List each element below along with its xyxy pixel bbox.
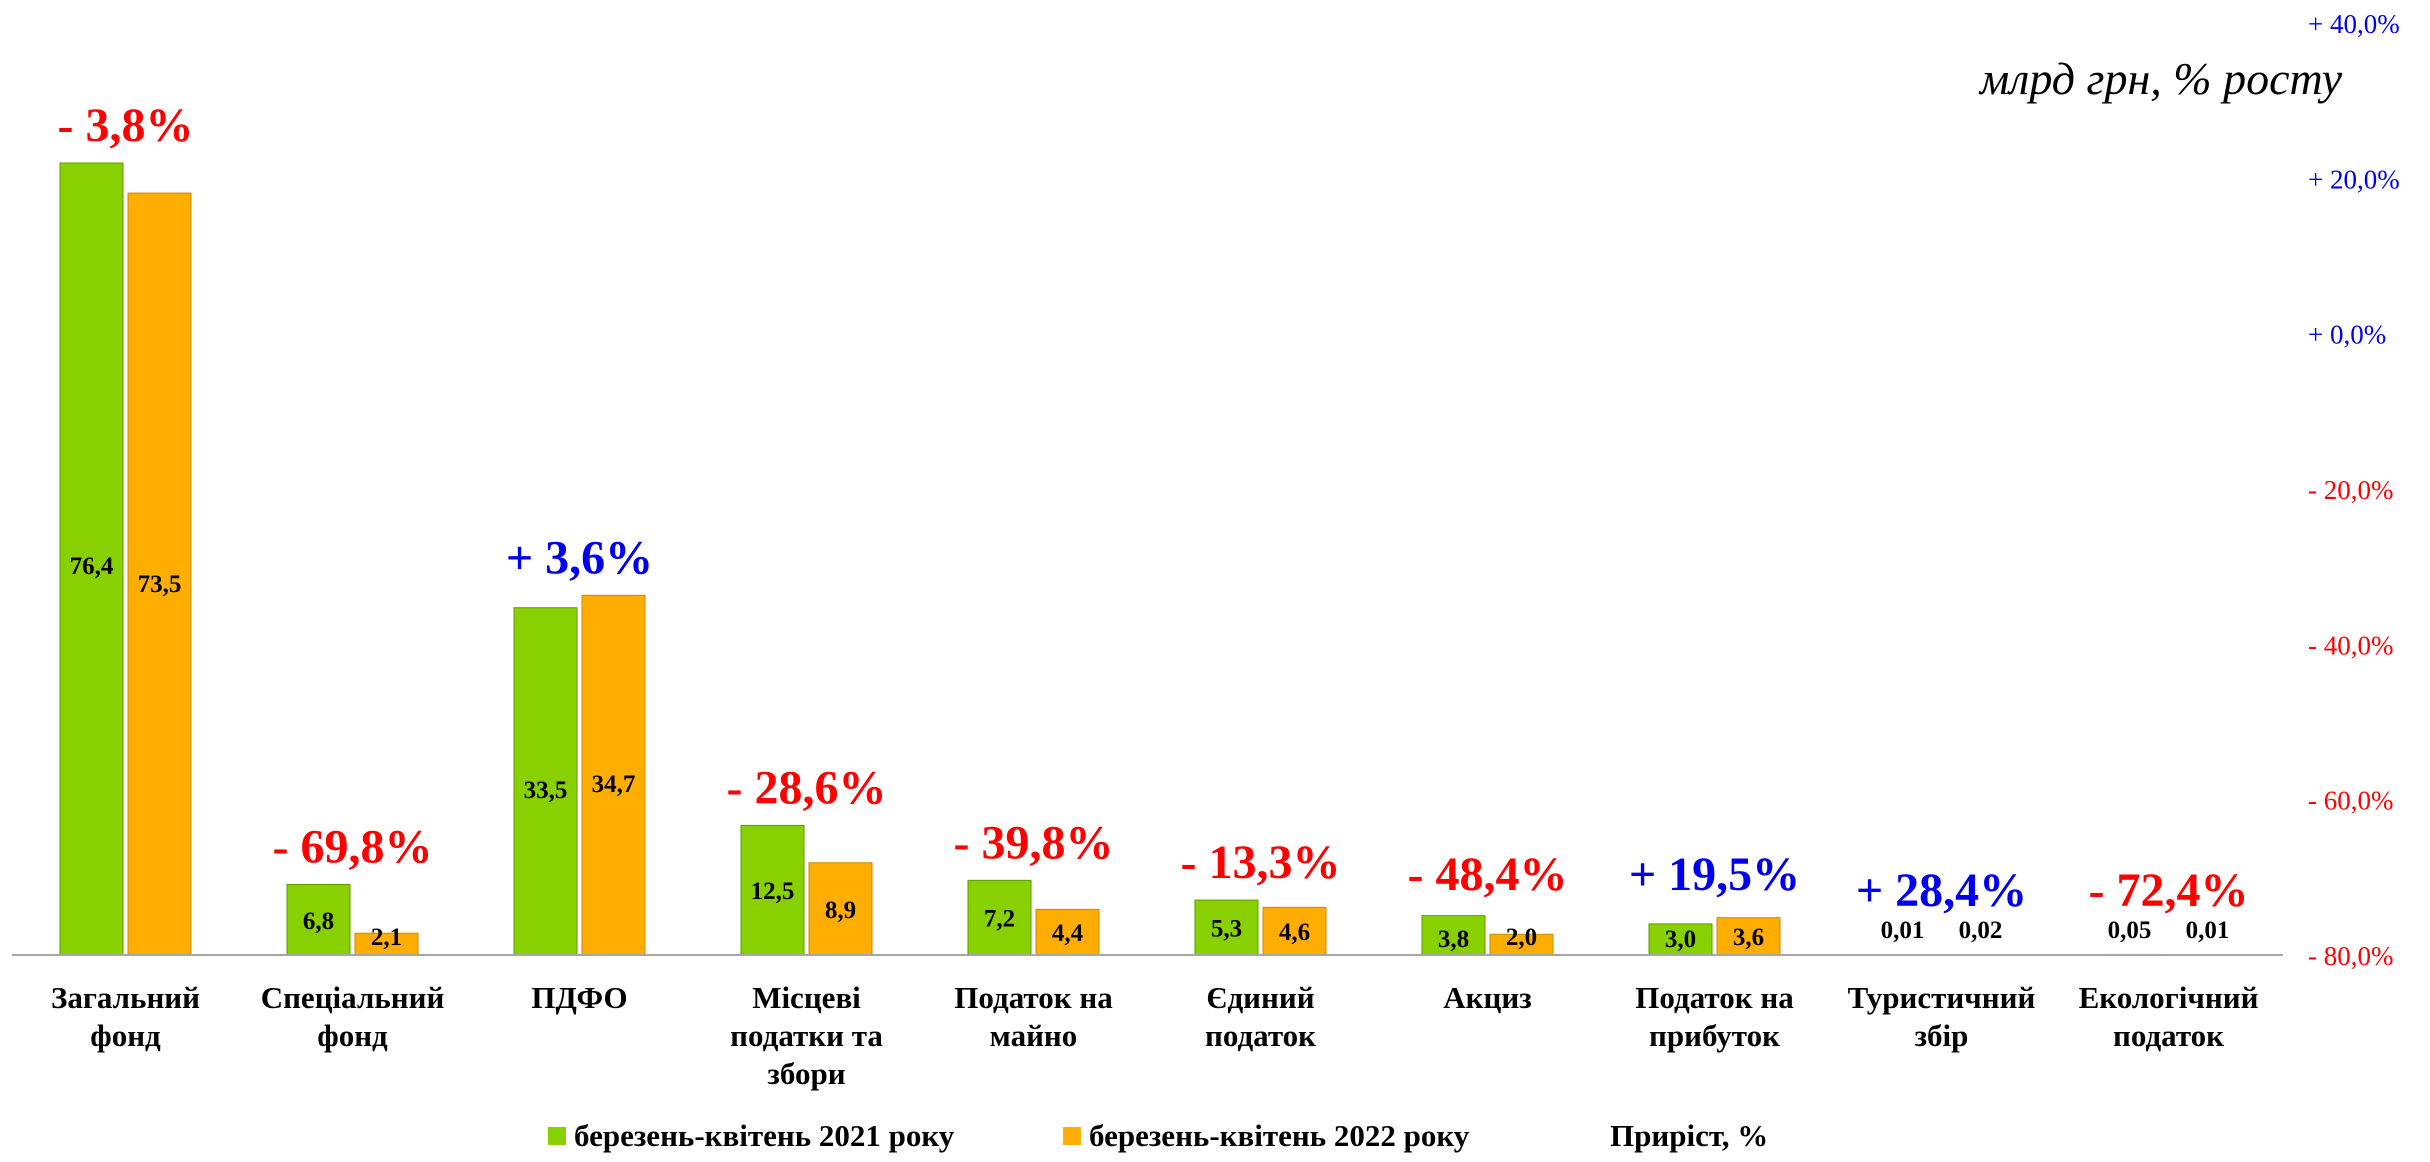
value-label-2022: 2,0 bbox=[1506, 924, 1537, 951]
value-label-2021: 6,8 bbox=[303, 908, 334, 935]
value-label-2021: 33,5 bbox=[524, 777, 568, 804]
value-label-2022: 0,01 bbox=[2186, 917, 2230, 944]
value-label-2022: 4,6 bbox=[1279, 919, 1310, 946]
value-label-2021: 7,2 bbox=[984, 906, 1015, 933]
growth-label: - 28,6% bbox=[727, 761, 887, 814]
category-label: Спеціальний bbox=[261, 980, 445, 1015]
secondary-axis-tick-label: - 60,0% bbox=[2308, 786, 2393, 816]
value-label-2022: 0,02 bbox=[1959, 917, 2003, 944]
value-label-2021: 0,05 bbox=[2108, 917, 2152, 944]
value-label-2022: 73,5 bbox=[138, 571, 182, 598]
category-label: Екологічний bbox=[2079, 980, 2259, 1015]
value-label-2022: 34,7 bbox=[592, 771, 636, 798]
category-label: Єдиний bbox=[1206, 980, 1314, 1015]
growth-label: - 72,4% bbox=[2089, 864, 2249, 917]
value-label-2022: 2,1 bbox=[371, 924, 402, 951]
legend-swatch-2022 bbox=[1063, 1127, 1081, 1145]
category-label: податок bbox=[1205, 1018, 1316, 1053]
growth-label: + 19,5% bbox=[1629, 848, 1800, 901]
value-label-2021: 0,01 bbox=[1881, 917, 1925, 944]
growth-label: - 69,8% bbox=[273, 821, 433, 874]
secondary-axis-tick-label: - 20,0% bbox=[2308, 475, 2393, 505]
category-label: Акциз bbox=[1443, 980, 1531, 1015]
growth-label: - 39,8% bbox=[954, 816, 1114, 869]
value-label-2021: 3,0 bbox=[1665, 926, 1696, 953]
value-label-2022: 4,4 bbox=[1052, 920, 1084, 947]
legend-label-growth: Приріст, % bbox=[1610, 1118, 1768, 1153]
legend-label-2022: березень-квітень 2022 року bbox=[1089, 1118, 1469, 1153]
category-label: ПДФО bbox=[531, 980, 627, 1015]
value-label-2021: 5,3 bbox=[1211, 916, 1242, 943]
value-label-2022: 8,9 bbox=[825, 897, 856, 924]
legend: березень-квітень 2021 року березень-квіт… bbox=[0, 1118, 2430, 1162]
category-label: Податок на bbox=[1635, 980, 1794, 1015]
secondary-axis-tick-label: + 20,0% bbox=[2308, 164, 2400, 194]
growth-label: - 3,8% bbox=[58, 99, 194, 152]
secondary-axis-ticks: + 40,0% + 20,0% + 0,0% - 20,0% - 40,0% - 60,0… bbox=[2308, 9, 2400, 971]
category-label: Туристичний bbox=[1848, 980, 2036, 1015]
legend-swatch-2021 bbox=[548, 1127, 566, 1145]
category-label: Податок на bbox=[954, 980, 1113, 1015]
growth-labels-layer: - 3,8% - 69,8% + 3,6% - 28,6% - 39,8% - 13,3%… bbox=[58, 99, 2249, 917]
value-label-2021: 12,5 bbox=[751, 878, 795, 905]
value-label-2022: 3,6 bbox=[1733, 924, 1764, 951]
category-label: податки та bbox=[730, 1018, 883, 1053]
value-label-2021: 76,4 bbox=[70, 553, 114, 580]
category-label: фонд bbox=[90, 1018, 161, 1053]
secondary-axis-tick-label: - 40,0% bbox=[2308, 630, 2393, 660]
legend-item-2022: березень-квітень 2022 року bbox=[1063, 1118, 1469, 1154]
category-label: Загальний bbox=[51, 980, 200, 1015]
legend-item-growth: Приріст, % bbox=[1610, 1118, 1768, 1154]
secondary-axis-tick-label: - 80,0% bbox=[2308, 941, 2393, 971]
category-label: збір bbox=[1915, 1018, 1969, 1053]
growth-label: - 48,4% bbox=[1408, 848, 1568, 901]
category-label: податок bbox=[2113, 1018, 2224, 1053]
value-label-2021: 3,8 bbox=[1438, 926, 1469, 953]
legend-item-2021: березень-квітень 2021 року bbox=[548, 1118, 954, 1154]
category-label: Місцеві bbox=[752, 980, 861, 1015]
growth-label: - 13,3% bbox=[1181, 836, 1341, 889]
secondary-axis-tick-label: + 40,0% bbox=[2308, 9, 2400, 39]
growth-label: + 28,4% bbox=[1856, 864, 2027, 917]
secondary-axis-tick-label: + 0,0% bbox=[2308, 320, 2386, 350]
category-label: фонд bbox=[317, 1018, 388, 1053]
growth-label: + 3,6% bbox=[506, 531, 653, 584]
category-label: прибуток bbox=[1649, 1018, 1780, 1053]
category-label: збори bbox=[767, 1056, 845, 1091]
legend-label-2021: березень-квітень 2021 року bbox=[574, 1118, 954, 1153]
unit-label: млрд грн, % росту bbox=[1980, 52, 2342, 105]
category-label: майно bbox=[990, 1018, 1078, 1053]
